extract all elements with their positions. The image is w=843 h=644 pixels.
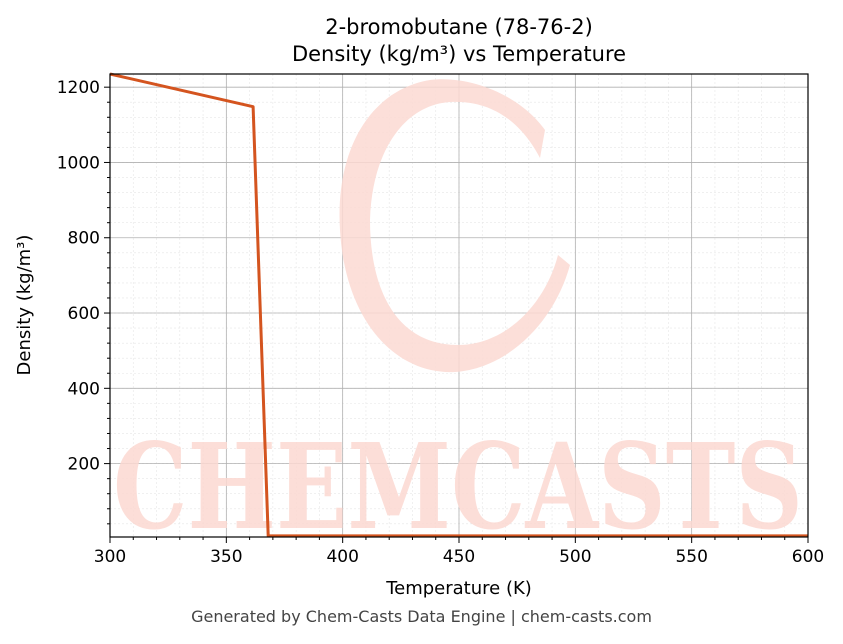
y-tick-label: 1000: [57, 153, 100, 173]
footer-credit: Generated by Chem-Casts Data Engine | ch…: [191, 607, 652, 626]
x-tick-label: 300: [94, 547, 126, 567]
chemcasts-watermark: CHEMCASTS: [113, 79, 803, 556]
y-tick-label: 200: [68, 455, 100, 475]
y-tick-label: 1200: [57, 78, 100, 98]
y-tick-label: 600: [68, 304, 100, 324]
x-tick-label: 550: [675, 547, 707, 567]
x-tick-label: 450: [443, 547, 475, 567]
x-tick-label: 600: [792, 547, 824, 567]
x-axis-label: Temperature (K): [385, 578, 532, 599]
y-tick-label: 800: [68, 229, 100, 249]
chart-title-line2: Density (kg/m³) vs Temperature: [292, 42, 626, 66]
x-tick-label: 350: [210, 547, 242, 567]
y-axis-ticks: 200 400 600 800 1000 1200: [57, 78, 110, 525]
chart-title-line1: 2-bromobutane (78-76-2): [325, 15, 593, 39]
y-axis-label: Density (kg/m³): [14, 235, 35, 376]
x-tick-label: 400: [326, 547, 358, 567]
watermark-text: CHEMCASTS: [113, 417, 803, 556]
density-series-line: [109, 72, 808, 538]
x-tick-label: 500: [559, 547, 591, 567]
x-axis-ticks: 300 350 400 450 500 550 600: [94, 537, 824, 567]
y-tick-label: 400: [68, 379, 100, 399]
